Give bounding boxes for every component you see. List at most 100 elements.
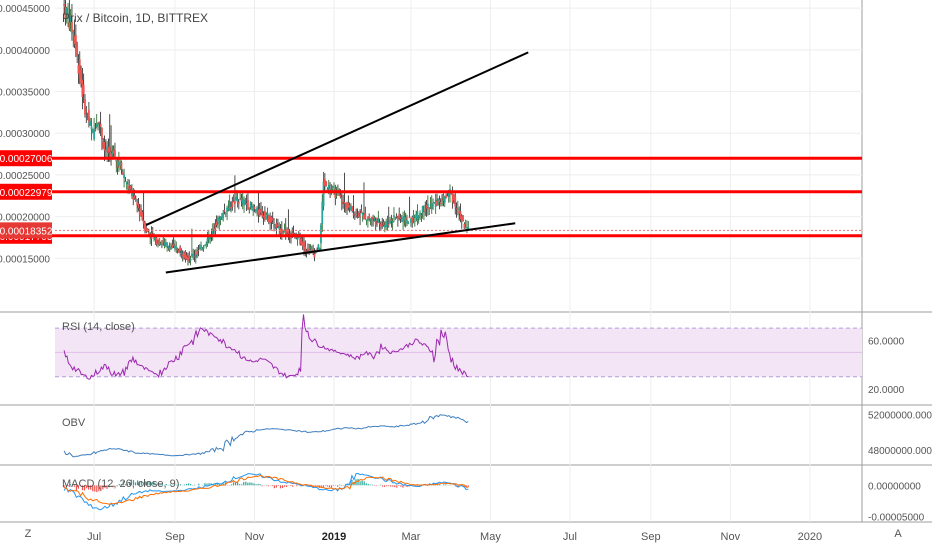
candle-body [348,204,351,208]
candle-body [67,13,69,19]
candle-body [102,141,105,149]
candle-body [69,16,72,22]
candle-body [87,110,90,122]
y-tick-label: 0.00015000 [0,254,50,265]
candle-body [249,202,252,208]
chart-title: Prix / Bitcoin, 1D, BITTREX [62,11,208,25]
candle-body [359,216,361,218]
candle-body [207,236,210,240]
candle-body [377,218,380,223]
candle-body [162,240,165,243]
candle-body [326,188,329,191]
candle-body [103,142,106,151]
candle-body [71,21,73,33]
candle-body [436,200,438,206]
candle-body [112,149,115,154]
candle-body [231,201,234,208]
candle-body [327,184,330,190]
candle-body [94,129,97,131]
candle-body [466,227,468,229]
candle-body [284,230,287,235]
candle-body [350,205,352,210]
candle-body [224,213,227,215]
candle-body [453,194,455,201]
candle-body [406,220,408,224]
candle-body [462,217,464,221]
candle-body [175,246,178,250]
candle-body [300,237,303,246]
candle-body [420,214,423,216]
candle-body [433,202,436,203]
candle-body [456,208,459,210]
candle-body [365,219,368,221]
candle-body [95,124,98,127]
trendline [165,222,516,274]
candle-body [331,186,334,188]
candle-body [78,59,81,78]
macd-pane[interactable] [63,472,469,511]
level-price-badge [0,150,52,167]
candle-body [411,216,414,223]
candle-body [254,209,257,212]
candle-body [184,251,187,260]
candle-body [292,232,295,234]
candle-body [442,195,445,201]
candle-body [357,212,360,217]
candle-body [138,211,141,215]
candle-body [80,69,82,84]
y-tick-label: 0.00045000 [0,4,50,15]
candle-body [86,118,89,120]
candle-body [364,213,367,220]
zoom-left-button[interactable]: Z [25,528,32,540]
candle-body [202,246,205,249]
candle-body [114,150,116,157]
candle-body [220,218,223,221]
candle-body [303,241,305,250]
candle-body [211,229,214,234]
candle-body [421,206,424,213]
zoom-right-button[interactable]: A [894,528,902,540]
candle-body [342,199,345,201]
candle-body [196,251,199,255]
y-tick-label: 0.00020000 [0,213,50,224]
candle-body [145,227,148,232]
candle-body [198,248,201,250]
candle-body [439,203,442,204]
candle-body [159,243,162,245]
candle-body [434,199,437,208]
candle-body [429,204,432,206]
candle-body [443,196,446,203]
candle-body [391,221,394,223]
candle-body [64,7,67,19]
candle-body [129,185,132,190]
candle-body [346,202,348,210]
candle-body [261,213,264,217]
candle-body [74,34,77,51]
candle-body [271,218,274,221]
rsi-pane[interactable] [55,314,862,380]
candle-body [107,146,110,153]
candle-body [438,199,441,203]
obv-pane[interactable] [63,414,469,458]
candle-body [240,197,243,202]
candle-body [322,181,325,207]
price-pane[interactable] [0,0,862,274]
candle-body [183,252,185,258]
candle-body [81,79,84,97]
candle-body [117,161,120,166]
candle-body [378,222,381,225]
candle-body [172,244,175,246]
candle-body [366,217,369,221]
candle-body [119,163,122,166]
candle-body [301,241,304,247]
candle-body [124,181,127,182]
candle-body [410,218,412,223]
x-tick-label: Nov [245,531,265,543]
candle-body [387,223,390,225]
candle-body [265,216,268,219]
axes: Jul Sep Nov 2019 Mar May Jul Sep Nov 2020 0.000450… [0,4,932,543]
macd-tick-label: 0.00000000 [868,481,921,492]
candle-body [120,162,123,170]
